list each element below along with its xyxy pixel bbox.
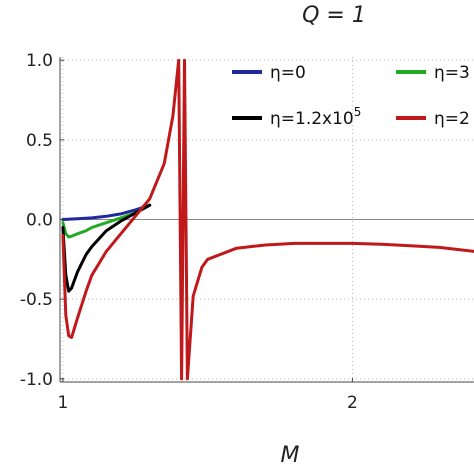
series-lines [61,58,474,381]
legend-label: η=0 [270,63,306,83]
series-line [61,203,152,293]
legend-label: η=1.2x105 [270,105,361,129]
grid-lines [60,57,474,382]
x-axis-title: M [281,443,300,468]
chart-title: Q = 1 [302,3,366,28]
series-line [61,203,152,221]
tick-labels: -1.0 -0.5 0.0 0.5 1.0 1 2 [20,51,358,413]
y-tick-label: -1.0 [20,370,53,390]
y-tick-label: 0.0 [26,211,53,231]
x-tick-label: 1 [57,393,68,413]
y-tick-label: -0.5 [20,290,53,310]
series-line [61,58,474,381]
x-tick-label: 2 [347,393,358,413]
legend-label: η=2 [434,109,470,129]
legend-label: η=3 [434,63,470,83]
y-tick-label: 0.5 [26,131,53,151]
legend-exponent: 5 [354,105,362,119]
series-line [61,203,152,239]
legend: η=0 η=3 η=1.2x105 η=2 [232,63,470,129]
y-tick-label: 1.0 [26,51,53,71]
